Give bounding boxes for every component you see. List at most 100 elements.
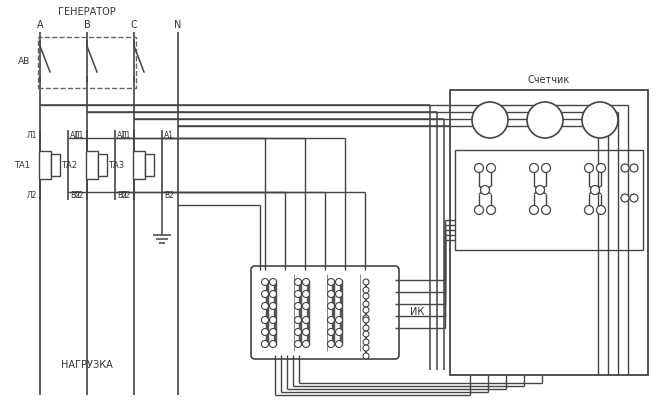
Circle shape	[269, 328, 277, 335]
Circle shape	[302, 341, 309, 348]
Circle shape	[294, 279, 302, 286]
Circle shape	[261, 341, 269, 348]
Circle shape	[327, 290, 334, 297]
Circle shape	[363, 287, 369, 293]
Bar	[98, 154, 107, 176]
Circle shape	[474, 164, 484, 173]
Text: B: B	[83, 20, 91, 30]
Circle shape	[363, 345, 369, 351]
Circle shape	[585, 164, 593, 173]
Circle shape	[621, 164, 629, 172]
Text: НАГРУЗКА: НАГРУЗКА	[61, 360, 113, 370]
Circle shape	[327, 279, 334, 286]
Circle shape	[597, 164, 606, 173]
Circle shape	[630, 194, 638, 202]
Circle shape	[336, 290, 342, 297]
Circle shape	[480, 186, 489, 195]
Circle shape	[269, 302, 277, 310]
Circle shape	[363, 293, 369, 299]
Circle shape	[269, 341, 277, 348]
Circle shape	[530, 206, 539, 215]
Circle shape	[530, 164, 539, 173]
Circle shape	[336, 302, 342, 310]
Circle shape	[261, 317, 269, 324]
Text: ТА2: ТА2	[61, 160, 77, 169]
Circle shape	[261, 290, 269, 297]
Circle shape	[582, 102, 618, 138]
Circle shape	[269, 279, 277, 286]
Bar	[38, 37, 136, 88]
Circle shape	[294, 341, 302, 348]
Circle shape	[621, 194, 629, 202]
Circle shape	[585, 206, 593, 215]
Circle shape	[294, 290, 302, 297]
Text: Л1: Л1	[27, 131, 37, 140]
Circle shape	[327, 302, 334, 310]
Bar	[133, 151, 145, 179]
Circle shape	[294, 302, 302, 310]
Circle shape	[302, 302, 309, 310]
Circle shape	[527, 102, 563, 138]
Text: C: C	[131, 20, 137, 30]
Circle shape	[363, 307, 369, 313]
FancyBboxPatch shape	[251, 266, 399, 359]
Text: A1: A1	[117, 131, 127, 140]
Text: A: A	[37, 20, 43, 30]
Text: Счетчик: Счетчик	[528, 75, 570, 85]
Circle shape	[591, 186, 599, 195]
Text: Л2: Л2	[27, 191, 37, 200]
Circle shape	[269, 317, 277, 324]
Circle shape	[363, 301, 369, 307]
Circle shape	[535, 186, 545, 195]
Circle shape	[336, 317, 342, 324]
Text: Л2: Л2	[121, 191, 131, 200]
Text: Л1: Л1	[121, 131, 131, 140]
Circle shape	[302, 328, 309, 335]
Circle shape	[327, 317, 334, 324]
Bar	[86, 151, 98, 179]
Circle shape	[327, 341, 334, 348]
Circle shape	[472, 102, 508, 138]
Circle shape	[363, 353, 369, 359]
Text: N: N	[174, 20, 182, 30]
Bar	[455, 150, 643, 250]
Text: АВ: АВ	[18, 58, 30, 67]
Text: Л2: Л2	[74, 191, 84, 200]
Circle shape	[336, 279, 342, 286]
Text: B2: B2	[164, 191, 174, 200]
Circle shape	[486, 164, 495, 173]
Circle shape	[261, 302, 269, 310]
Circle shape	[294, 328, 302, 335]
Bar	[39, 151, 51, 179]
Circle shape	[363, 331, 369, 337]
Text: ТА1: ТА1	[14, 160, 30, 169]
Circle shape	[363, 315, 369, 321]
Circle shape	[363, 279, 369, 285]
Circle shape	[336, 341, 342, 348]
Circle shape	[336, 328, 342, 335]
Circle shape	[294, 317, 302, 324]
Circle shape	[269, 290, 277, 297]
Text: B2: B2	[70, 191, 80, 200]
Circle shape	[363, 339, 369, 345]
Circle shape	[302, 279, 309, 286]
Text: ГЕНЕРАТОР: ГЕНЕРАТОР	[58, 7, 116, 17]
Circle shape	[302, 317, 309, 324]
Circle shape	[302, 290, 309, 297]
Circle shape	[486, 206, 495, 215]
Text: Л1: Л1	[74, 131, 84, 140]
Text: B2: B2	[117, 191, 127, 200]
Text: A1: A1	[70, 131, 80, 140]
Bar	[145, 154, 154, 176]
Circle shape	[363, 317, 369, 323]
Circle shape	[363, 325, 369, 331]
Circle shape	[541, 164, 551, 173]
Circle shape	[474, 206, 484, 215]
Circle shape	[327, 328, 334, 335]
Circle shape	[597, 206, 606, 215]
Circle shape	[261, 279, 269, 286]
Text: A1: A1	[164, 131, 174, 140]
Circle shape	[630, 164, 638, 172]
Bar	[450, 90, 648, 375]
Bar	[51, 154, 60, 176]
